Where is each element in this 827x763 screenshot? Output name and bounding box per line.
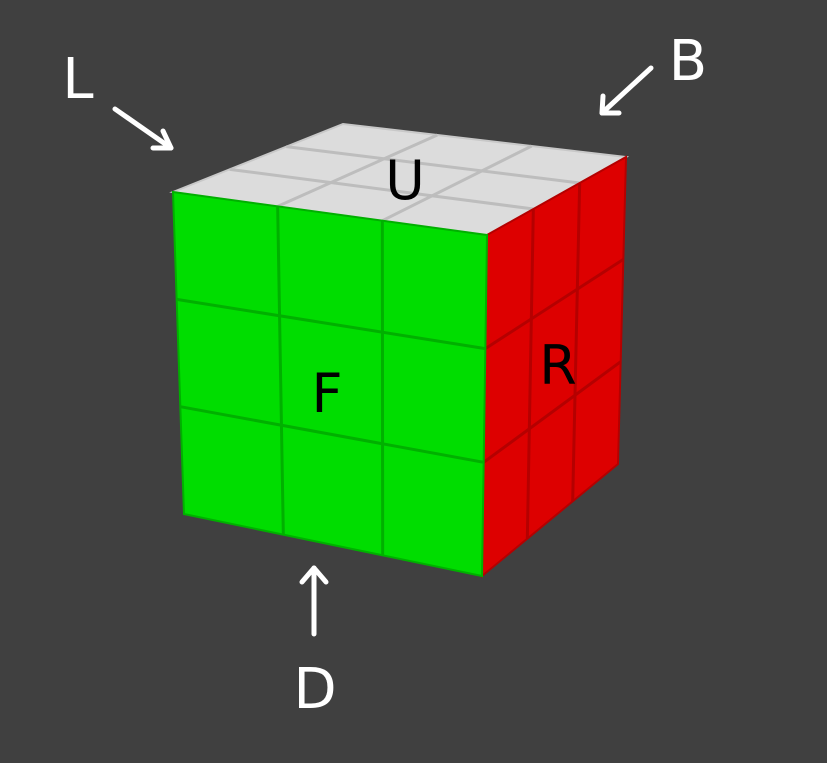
up-grid-line-h1 xyxy=(277,133,438,208)
front-grid-line-v1 xyxy=(276,206,285,535)
face-label-right: R xyxy=(539,334,577,397)
right-grid-line-h2 xyxy=(482,360,622,464)
right-face-grid xyxy=(482,182,625,539)
outside-label-left: L xyxy=(62,47,93,112)
arrow-left xyxy=(112,106,174,151)
right-grid-line-v1 xyxy=(525,208,535,539)
cube-face-front xyxy=(171,190,489,578)
cube-face-right xyxy=(480,155,628,579)
face-label-front: F xyxy=(311,362,342,425)
face-label-up: U xyxy=(385,149,425,212)
arrow-back xyxy=(599,65,654,116)
arrow-down xyxy=(299,565,329,637)
outside-label-back: B xyxy=(669,29,707,94)
up-grid-line-v2 xyxy=(286,145,580,185)
right-grid-line-v2 xyxy=(571,182,582,502)
right-grid-line-h1 xyxy=(484,258,625,350)
outside-label-down: D xyxy=(293,657,336,722)
front-grid-line-h1 xyxy=(176,297,486,351)
front-grid-line-h2 xyxy=(180,405,484,464)
up-face-grid xyxy=(229,133,580,223)
up-grid-line-h2 xyxy=(381,144,533,223)
front-face-grid xyxy=(176,206,486,556)
up-grid-line-v1 xyxy=(229,167,534,211)
